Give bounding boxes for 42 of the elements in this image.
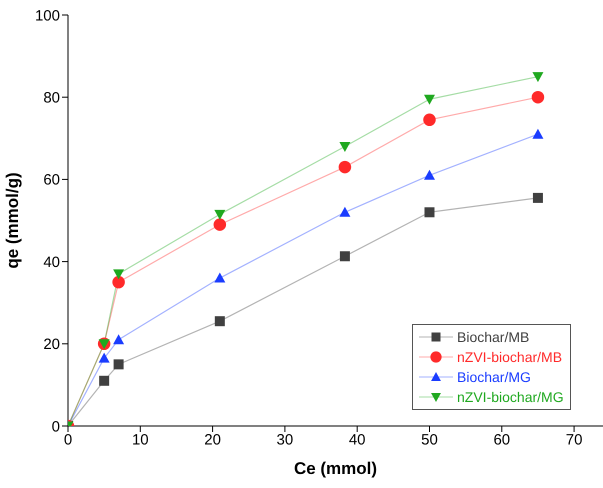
point: [112, 276, 125, 288]
point: [340, 251, 350, 262]
x-tick-label: 20: [204, 432, 221, 449]
y-axis-title: qe (mmol/g): [3, 172, 22, 269]
point: [339, 142, 350, 152]
point: [99, 376, 110, 386]
x-axis-title: Ce (mmol): [294, 459, 378, 478]
point: [424, 94, 435, 105]
point: [424, 207, 434, 218]
point: [214, 316, 225, 326]
y-tick-label: 100: [34, 7, 60, 24]
point: [214, 218, 226, 231]
point: [98, 352, 110, 363]
point: [113, 269, 124, 280]
x-tick-label: 30: [276, 432, 294, 449]
point: [532, 128, 544, 139]
y-tick-label: 40: [43, 254, 60, 271]
point: [339, 206, 350, 217]
x-tick-label: 0: [64, 432, 72, 449]
point: [424, 170, 435, 180]
y-tick-label: 80: [43, 90, 60, 107]
y-tick-label: 60: [43, 172, 60, 189]
x-tick-label: 60: [493, 432, 510, 449]
point: [114, 359, 124, 370]
x-tick-label: 50: [421, 432, 438, 449]
x-tick-label: 70: [566, 432, 582, 449]
point: [423, 114, 436, 126]
point: [532, 192, 543, 203]
x-tick-label: 40: [348, 432, 366, 449]
y-tick-label: 20: [43, 336, 60, 354]
x-tick-label: 10: [132, 432, 149, 449]
point: [214, 210, 226, 220]
point: [532, 72, 544, 82]
point: [532, 90, 544, 104]
point: [214, 272, 226, 283]
legend-label: Biochar/MG: [457, 369, 531, 385]
y-tick-label: 0: [52, 418, 60, 436]
legend-label: nZVI-biochar/MB: [457, 349, 562, 365]
point: [338, 160, 352, 174]
legend-label: Biochar/MB: [457, 329, 530, 345]
point: [113, 334, 124, 344]
legend-label: nZVI-biochar/MG: [457, 389, 564, 405]
